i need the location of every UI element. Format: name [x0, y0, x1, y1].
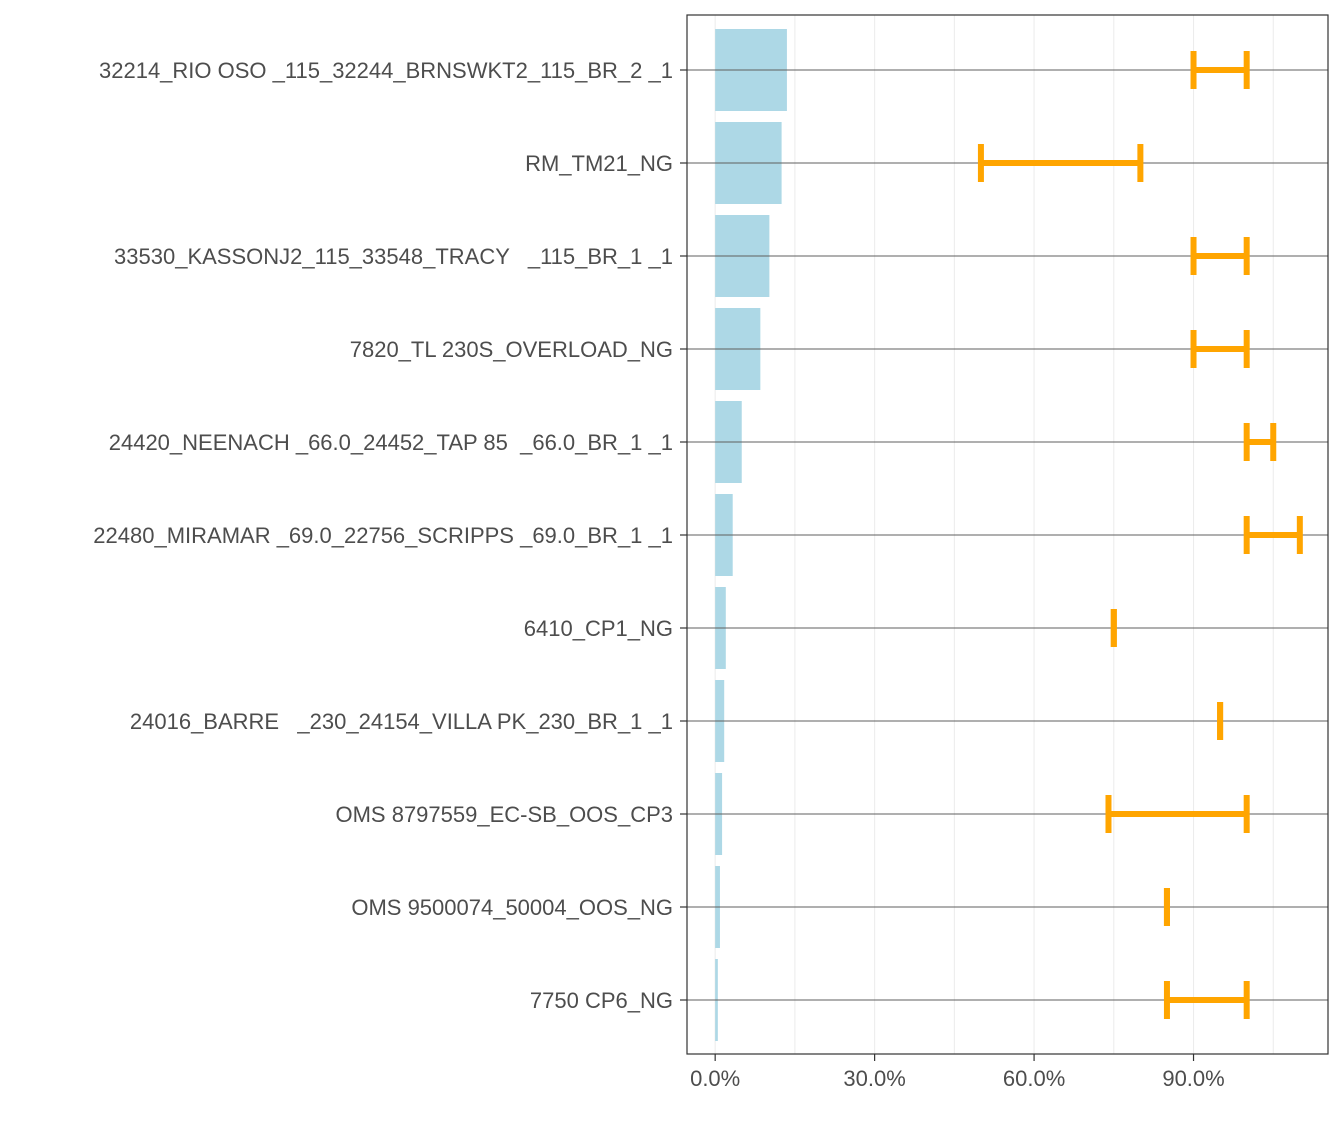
x-tick-label: 0.0%: [690, 1066, 740, 1091]
category-label: 7820_TL 230S_OVERLOAD_NG: [350, 337, 673, 362]
category-label: 24420_NEENACH _66.0_24452_TAP 85 _66.0_B…: [109, 430, 673, 455]
category-label: 33530_KASSONJ2_115_33548_TRACY _115_BR_1…: [114, 244, 673, 269]
category-label: 32214_RIO OSO _115_32244_BRNSWKT2_115_BR…: [99, 58, 673, 83]
category-label: 24016_BARRE _230_24154_VILLA PK_230_BR_1…: [130, 709, 673, 734]
category-label: 22480_MIRAMAR _69.0_22756_SCRIPPS _69.0_…: [93, 523, 673, 548]
x-tick-label: 30.0%: [843, 1066, 905, 1091]
panel-border: [686, 14, 1329, 1055]
category-label: 7750 CP6_NG: [530, 988, 673, 1013]
x-tick-label: 60.0%: [1003, 1066, 1065, 1091]
category-label: OMS 8797559_EC-SB_OOS_CP3: [335, 802, 673, 827]
x-tick-label: 90.0%: [1162, 1066, 1224, 1091]
category-label: RM_TM21_NG: [525, 151, 673, 176]
category-label: OMS 9500074_50004_OOS_NG: [351, 895, 673, 920]
category-label: 6410_CP1_NG: [524, 616, 673, 641]
